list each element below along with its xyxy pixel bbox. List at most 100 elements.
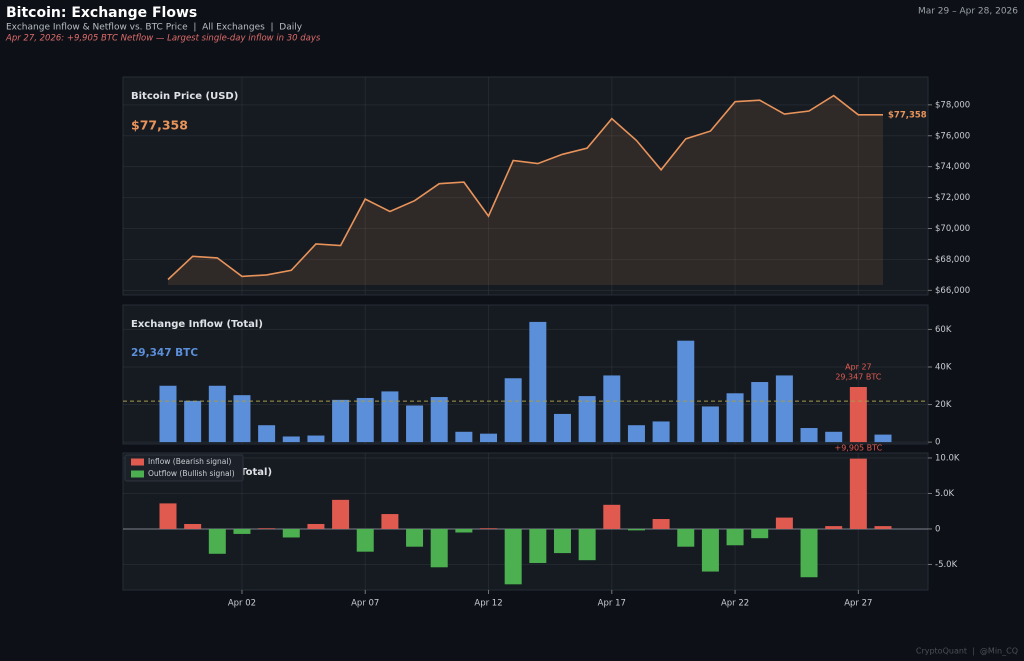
date-range: Mar 29 – Apr 28, 2026 [918,7,1018,17]
bar [800,528,818,578]
bar [529,528,547,564]
y-tick-label: $76,000 [935,131,970,141]
bar [751,382,769,443]
bar [627,425,645,443]
panel-value: 29,347 BTC [131,347,198,359]
bar [233,528,251,534]
panel [122,304,929,445]
page-note: Apr 27, 2026: +9,905 BTC Netflow — Large… [5,34,321,44]
bar [381,514,399,529]
bar [874,434,892,443]
bar [652,421,670,443]
bar [603,504,621,529]
bar [825,526,843,529]
y-tick-label: $78,000 [935,100,970,110]
bar [603,375,621,443]
y-tick-label: 40K [935,362,952,372]
bar [406,405,424,443]
legend-label: Outflow (Bullish signal) [148,469,235,478]
bar [258,425,276,443]
y-tick-label: -5.0K [935,560,958,570]
price-end-label: $77,358 [888,110,927,120]
bar [677,528,695,547]
y-tick-label: $70,000 [935,224,970,234]
page-subtitle: Exchange Inflow & Netflow vs. BTC Price … [6,23,303,33]
bar [652,519,670,529]
bar [455,528,473,533]
bar [282,528,300,538]
bar [356,528,374,552]
bar [677,340,695,443]
y-tick-label: 5.0K [935,489,955,499]
bar [578,528,596,561]
y-tick-label: 20K [935,400,952,410]
page-title: Bitcoin: Exchange Flows [6,5,197,21]
bar [184,523,202,529]
bar [627,528,645,531]
bar [159,503,177,529]
bar [208,528,226,554]
price-area [168,95,883,285]
bar [504,528,522,585]
bar [184,400,202,443]
bar [332,499,350,529]
bar [430,397,448,443]
x-tick-label: Apr 02 [228,599,256,609]
panel-title: Bitcoin Price (USD) [131,91,238,102]
y-tick-label: 60K [935,325,952,335]
bar [874,526,892,529]
annotation-date: Apr 27 [845,362,872,371]
legend-label: Inflow (Bearish signal) [148,457,231,466]
x-tick-label: Apr 12 [474,599,502,609]
bar [849,386,867,443]
y-tick-label: 10.0K [935,453,960,463]
bar [381,391,399,443]
x-tick-label: Apr 27 [844,599,872,609]
bar [430,528,448,568]
bar [480,528,498,529]
y-tick-label: $72,000 [935,193,970,203]
legend-swatch [131,458,144,466]
legend-box [124,454,244,482]
price-line [167,94,883,281]
panel-title: Exchange Inflow (Total) [131,319,263,330]
bar [282,436,300,443]
x-tick-label: Apr 07 [351,599,379,609]
bar [553,528,571,554]
annotation-value: 29,347 BTC [835,372,881,381]
y-tick-label: $68,000 [935,255,970,265]
bar [307,435,325,443]
bar [578,396,596,443]
bar [701,406,719,443]
bar [701,528,719,572]
y-tick-label: $74,000 [935,162,970,172]
bar [775,375,793,443]
bar [480,433,498,443]
bar [726,393,744,443]
legend-swatch [131,470,144,478]
y-tick-label: $66,000 [935,286,970,296]
bar [406,528,424,547]
y-tick-label: 0 [935,438,940,448]
panel [122,452,929,591]
bar [233,395,251,443]
bar [751,528,769,539]
bar [726,528,744,546]
x-tick-label: Apr 22 [721,599,749,609]
bar [455,431,473,443]
x-tick-label: Apr 17 [598,599,626,609]
bar [159,385,177,443]
bar [332,399,350,443]
bar [504,378,522,443]
bar [208,385,226,443]
bar [258,528,276,529]
y-tick-label: 0 [935,524,940,534]
bar [553,413,571,443]
annotation-value: +9,905 BTC [835,444,883,453]
footer: CryptoQuant | @Min_CQ [916,647,1018,656]
bar [825,431,843,443]
bar [529,321,547,443]
bar [307,523,325,529]
bar [775,517,793,529]
